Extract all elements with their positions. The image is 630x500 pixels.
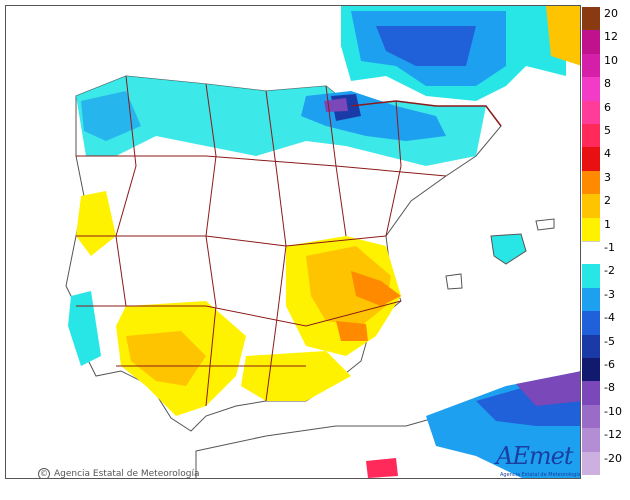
legend-swatch: [582, 7, 600, 31]
murcia-hot: [336, 321, 368, 341]
legend-swatch: [582, 170, 600, 195]
legend-label: 1: [604, 217, 611, 231]
aemet-logo: AEmet Agencia Estatal de Meteorología: [496, 442, 581, 478]
northwest-cold: [81, 91, 141, 141]
legend-label: 20: [604, 7, 618, 20]
france-border: [350, 100, 502, 127]
legend-swatch: [582, 358, 600, 382]
legend-label: -6: [604, 358, 615, 371]
legend-label: -2: [604, 264, 615, 278]
legend-swatch: [582, 381, 600, 405]
agency-credit: © Agencia Estatal de Meteorología: [38, 468, 200, 479]
menorca: [535, 218, 555, 231]
legend-label: 6: [604, 100, 611, 114]
west-coast-cold: [68, 291, 101, 366]
legend-swatch: [582, 428, 600, 452]
legend-swatch: [582, 264, 600, 288]
legend-swatch: [582, 30, 600, 54]
north-sea-anomaly-core: [376, 26, 476, 66]
iberia-map-canvas: [6, 6, 580, 478]
legend-label: 8: [604, 77, 611, 91]
legend-label: -5: [604, 334, 615, 348]
east-warm-strong: [306, 246, 391, 326]
legend-label: 10: [604, 53, 618, 67]
legend-label: -3: [604, 287, 615, 301]
copyright-icon: ©: [38, 468, 50, 478]
legend-swatch: [582, 404, 600, 429]
basque-purple: [324, 98, 348, 112]
legend-swatch: [582, 147, 600, 171]
logo-subtitle: Agencia Estatal de Meteorología: [500, 472, 581, 478]
valencia-hot: [351, 271, 401, 306]
province-borders: [76, 75, 447, 407]
legend-label: -12: [604, 428, 622, 442]
color-scale-legend: 20 12 10 8 6 5 4 3 2 1 -1 -2 -3 -4 -5 -6 -8 -10 -12 -20: [582, 7, 630, 475]
legend-swatch: [582, 77, 600, 101]
legend-label: 2: [604, 194, 611, 208]
north-cold-land: [76, 76, 486, 166]
legend-swatch: [582, 194, 600, 218]
legend-swatch: [582, 53, 600, 78]
legend-label: -8: [604, 381, 615, 395]
legend-label: 12: [604, 30, 618, 44]
ne-corner-warm: [546, 6, 580, 66]
legend-swatch: [582, 241, 600, 265]
africa-purple: [516, 371, 580, 406]
mallorca: [490, 233, 527, 265]
legend-swatch: [582, 124, 600, 148]
southeast-coast-warm: [241, 351, 351, 401]
legend-label: -20: [604, 451, 622, 465]
legend-label: 5: [604, 124, 611, 137]
africa-hot: [366, 458, 398, 478]
andalusia-warm: [126, 331, 206, 386]
legend-swatch: [582, 451, 600, 475]
anomaly-map: © Agencia Estatal de Meteorología AEmet A…: [5, 5, 581, 479]
legend-label: -10: [604, 404, 622, 418]
legend-label: 3: [604, 170, 611, 184]
legend-swatch: [582, 311, 600, 335]
legend-swatch: [582, 287, 600, 312]
legend-label: -1: [604, 241, 615, 254]
credit-text: Agencia Estatal de Meteorología: [54, 469, 200, 479]
legend-label: -4: [604, 311, 615, 325]
legend-swatch: [582, 334, 600, 358]
ibiza: [445, 273, 463, 290]
legend-swatch: [582, 100, 600, 124]
legend-label: 4: [604, 147, 611, 161]
logo-wordmark: AEmet: [496, 442, 573, 470]
legend-swatch: [582, 217, 600, 241]
west-warm: [76, 191, 116, 256]
